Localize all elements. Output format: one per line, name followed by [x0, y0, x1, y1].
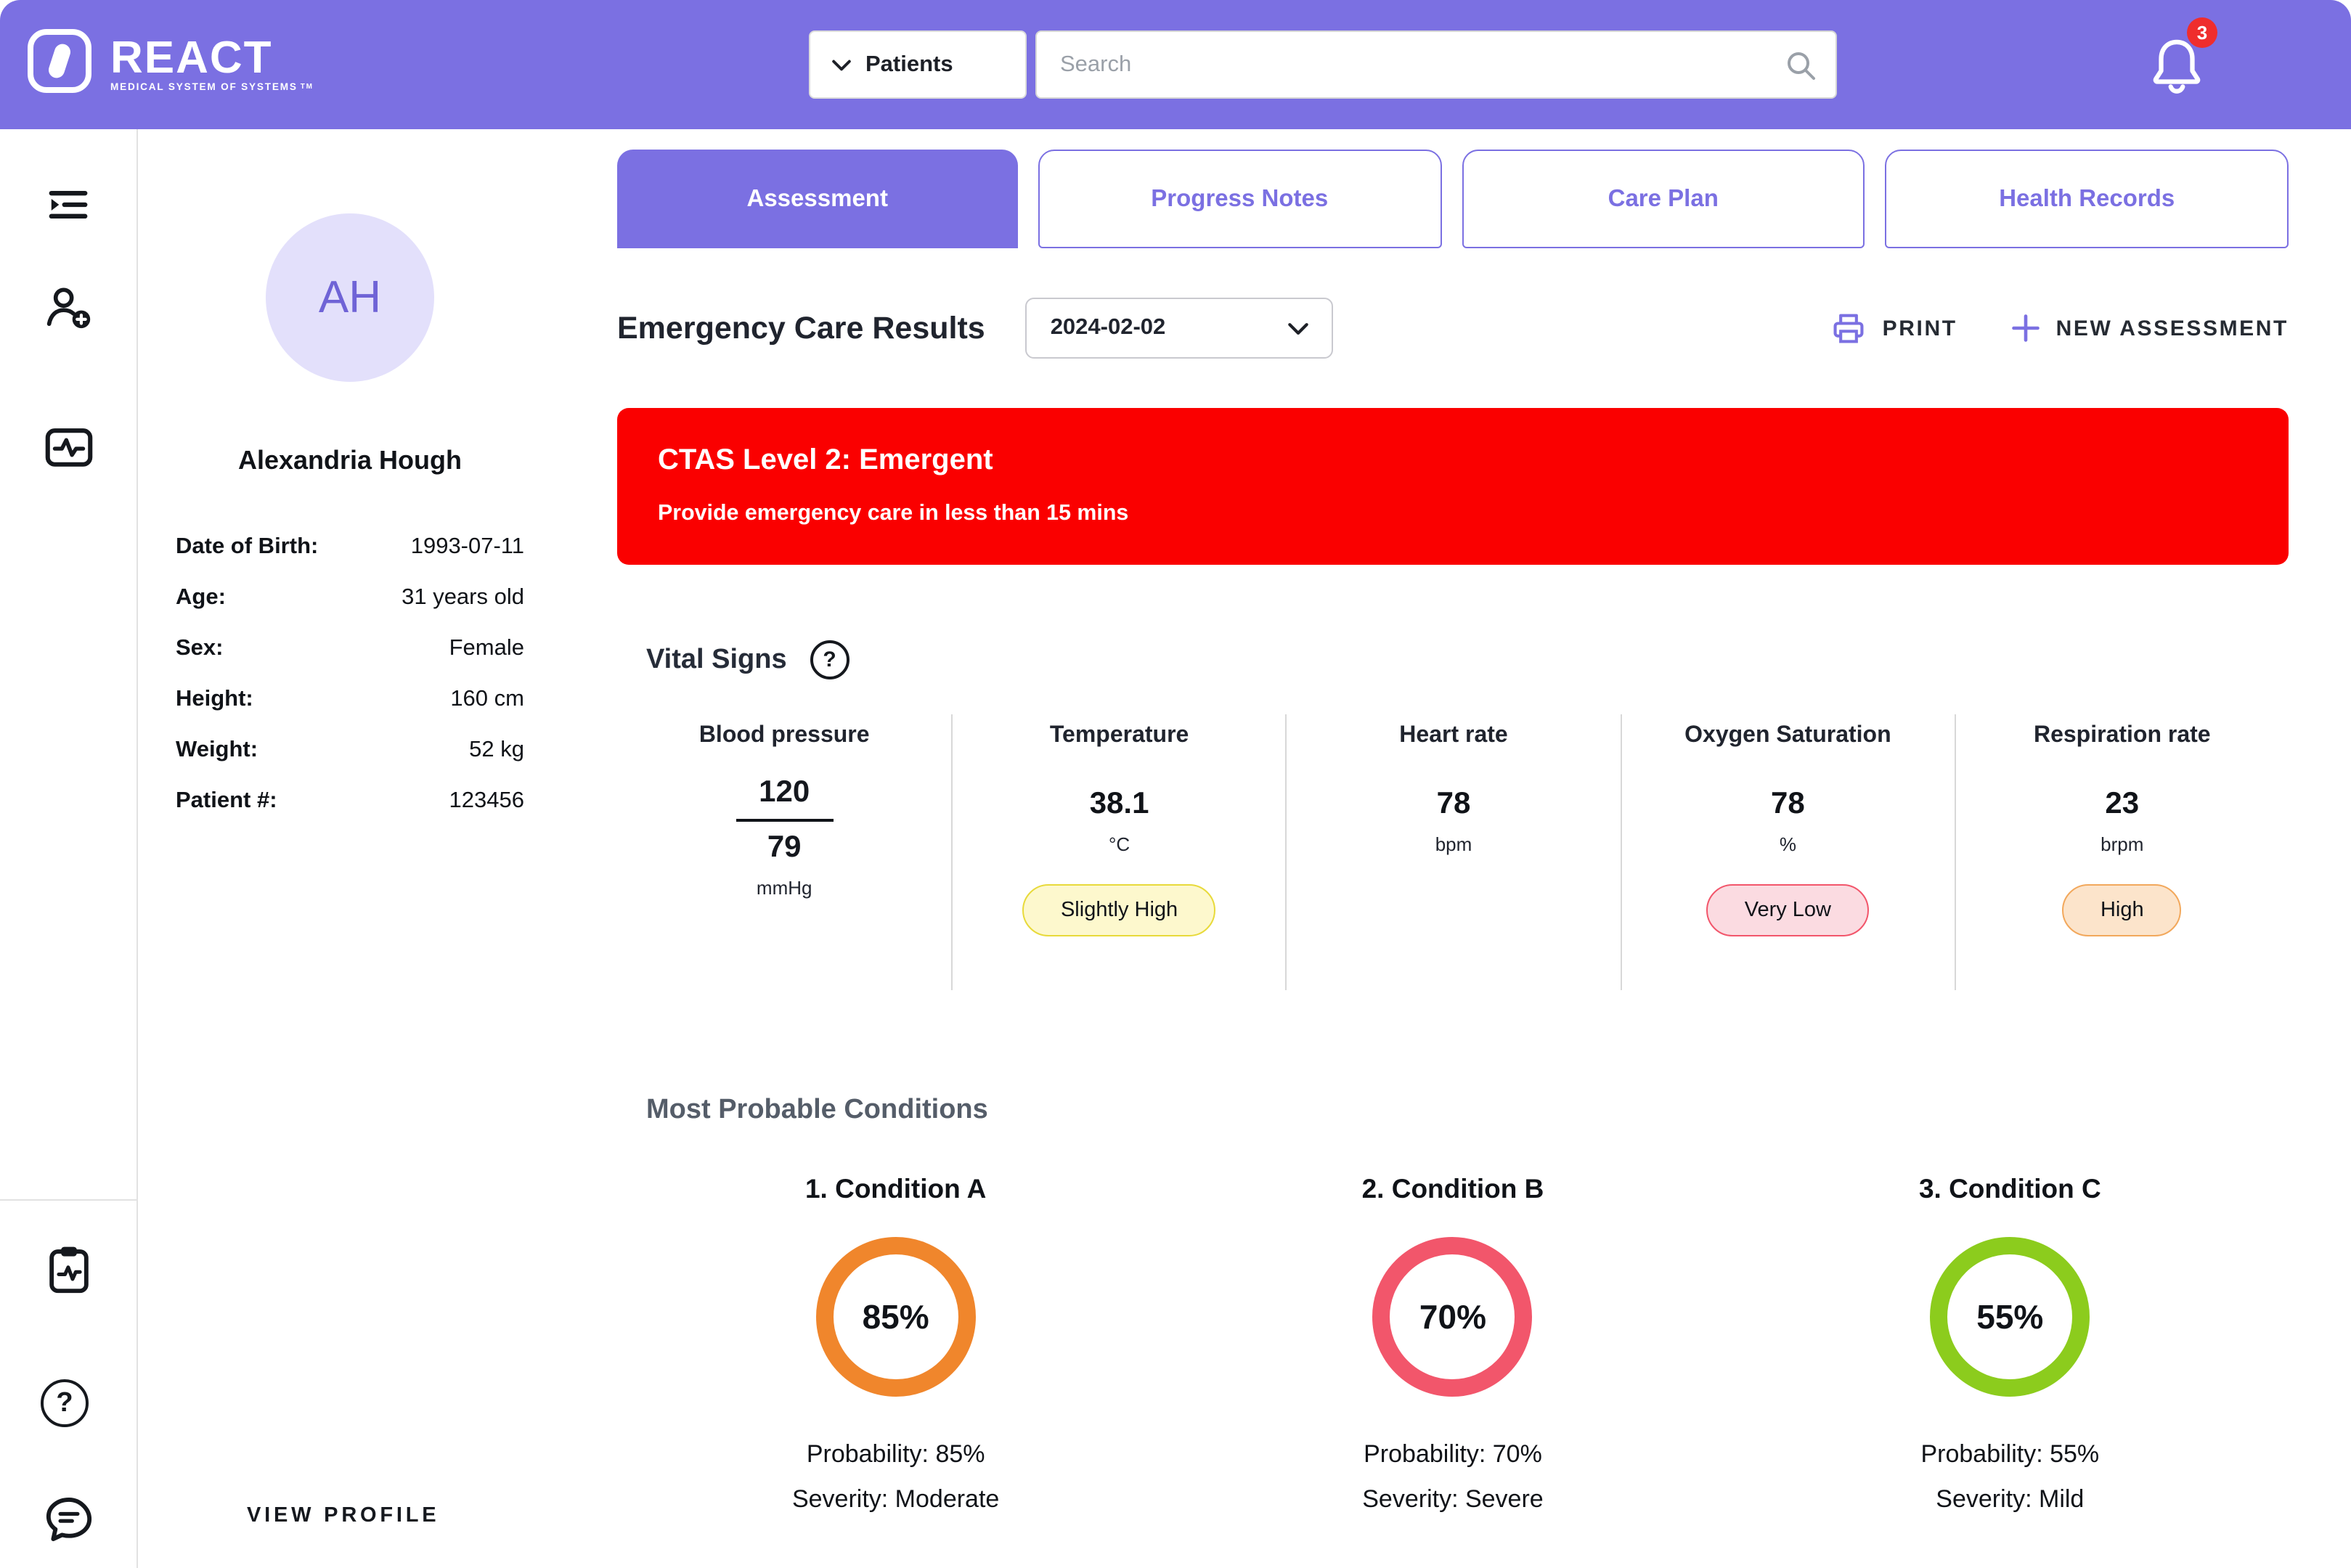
- results-header-row: Emergency Care Results 2024-02-02 PRINT …: [617, 296, 2289, 360]
- respiration-status-badge: High: [2062, 884, 2182, 936]
- conditions-title: Most Probable Conditions: [646, 1095, 988, 1125]
- search-icon: [1785, 49, 1817, 89]
- sidebar: ?: [0, 129, 138, 1568]
- clipboard-report-icon[interactable]: [41, 1241, 97, 1305]
- vitals-help-icon[interactable]: ?: [810, 640, 849, 679]
- ctas-alert-title: CTAS Level 2: Emergent: [658, 444, 993, 476]
- bp-systolic: 120: [736, 775, 834, 822]
- patient-field-age: Age: 31 years old: [176, 585, 524, 610]
- notifications-button[interactable]: 3: [2148, 17, 2217, 99]
- main-content: Assessment Progress Notes Care Plan Heal…: [617, 129, 2289, 1514]
- patients-scope-select[interactable]: Patients: [809, 30, 1027, 99]
- vitals-grid: Blood pressure 120 79 mmHg Temperature 3…: [617, 714, 2289, 990]
- patient-field-weight: Weight: 52 kg: [176, 738, 524, 762]
- trademark-symbol: TM: [300, 83, 314, 91]
- notification-count-badge: 3: [2187, 17, 2217, 48]
- patient-field-sex: Sex: Female: [176, 636, 524, 661]
- oxygen-status-badge: Very Low: [1706, 884, 1870, 936]
- results-title: Emergency Care Results: [617, 310, 985, 345]
- patient-field-number: Patient #: 123456: [176, 788, 524, 813]
- vital-respiration-rate: Respiration rate 23 brpm High: [1954, 714, 2289, 990]
- conditions-grid: 1. Condition A 85% Probability: 85% Seve…: [617, 1173, 2289, 1514]
- vitals-monitor-icon[interactable]: [41, 420, 97, 483]
- patient-field-height: Height: 160 cm: [176, 687, 524, 711]
- tab-progress-notes[interactable]: Progress Notes: [1038, 150, 1441, 248]
- app-header: REACT MEDICAL SYSTEM OF SYSTEMS TM Patien…: [0, 0, 2351, 129]
- patient-name: Alexandria Hough: [237, 446, 463, 475]
- chevron-down-icon: [1288, 322, 1309, 334]
- vitals-title: Vital Signs: [646, 644, 787, 674]
- ctas-alert-banner: CTAS Level 2: Emergent Provide emergency…: [617, 408, 2289, 565]
- patient-panel: AH Alexandria Hough Date of Birth: 1993-…: [138, 129, 617, 839]
- condition-b-probability-ring: 70%: [1372, 1237, 1533, 1397]
- assessment-date-select[interactable]: 2024-02-02: [1025, 298, 1334, 359]
- sidebar-divider: [0, 1199, 138, 1201]
- vitals-header: Vital Signs ?: [617, 640, 2289, 679]
- tab-care-plan[interactable]: Care Plan: [1462, 150, 1865, 248]
- ctas-alert-subtitle: Provide emergency care in less than 15 m…: [658, 501, 1129, 526]
- patient-fields: Date of Birth: 1993-07-11 Age: 31 years …: [176, 534, 524, 814]
- avatar: AH: [266, 213, 434, 382]
- condition-card-a: 1. Condition A 85% Probability: 85% Seve…: [791, 1173, 1000, 1513]
- tab-bar: Assessment Progress Notes Care Plan Heal…: [617, 150, 2289, 248]
- logo-text: REACT MEDICAL SYSTEM OF SYSTEMS TM: [110, 32, 314, 93]
- view-profile-link[interactable]: VIEW PROFILE: [247, 1504, 440, 1527]
- condition-card-b: 2. Condition B 70% Probability: 70% Seve…: [1361, 1173, 1544, 1513]
- react-logo-icon: [26, 28, 93, 102]
- tab-assessment[interactable]: Assessment: [617, 150, 1018, 248]
- bp-diastolic: 79: [767, 830, 802, 864]
- search-box: [1035, 30, 1837, 99]
- search-input[interactable]: [1037, 32, 1835, 97]
- condition-card-c: 3. Condition C 55% Probability: 55% Seve…: [1918, 1173, 2101, 1513]
- logo-tagline: MEDICAL SYSTEM OF SYSTEMS TM: [110, 83, 314, 93]
- chat-icon[interactable]: [41, 1491, 97, 1555]
- new-assessment-button[interactable]: NEW ASSESSMENT: [2010, 312, 2289, 344]
- add-patient-icon[interactable]: [41, 280, 96, 343]
- scope-select-value: Patients: [865, 52, 953, 76]
- tab-health-records[interactable]: Health Records: [1885, 150, 2289, 248]
- app-logo: REACT MEDICAL SYSTEM OF SYSTEMS TM: [26, 28, 314, 102]
- help-icon[interactable]: ?: [41, 1379, 89, 1427]
- vital-temperature: Temperature 38.1 °C Slightly High: [951, 714, 1285, 990]
- print-button[interactable]: PRINT: [1830, 309, 1957, 347]
- chevron-down-icon: [832, 59, 851, 70]
- temperature-status-badge: Slightly High: [1022, 884, 1216, 936]
- vital-oxygen-saturation: Oxygen Saturation 78 % Very Low: [1620, 714, 1954, 990]
- logo-title: REACT: [110, 32, 273, 83]
- header-search-controls: Patients: [809, 30, 1837, 99]
- plus-icon: [2011, 314, 2040, 342]
- vital-heart-rate: Heart rate 78 bpm: [1285, 714, 1620, 990]
- condition-a-probability-ring: 85%: [815, 1237, 976, 1397]
- bell-icon: [2153, 39, 2201, 94]
- printer-icon: [1834, 314, 1865, 343]
- collapse-sidebar-icon[interactable]: [41, 177, 96, 240]
- vital-blood-pressure: Blood pressure 120 79 mmHg: [617, 714, 951, 990]
- condition-c-probability-ring: 55%: [1930, 1237, 2090, 1397]
- patient-field-dob: Date of Birth: 1993-07-11: [176, 534, 524, 559]
